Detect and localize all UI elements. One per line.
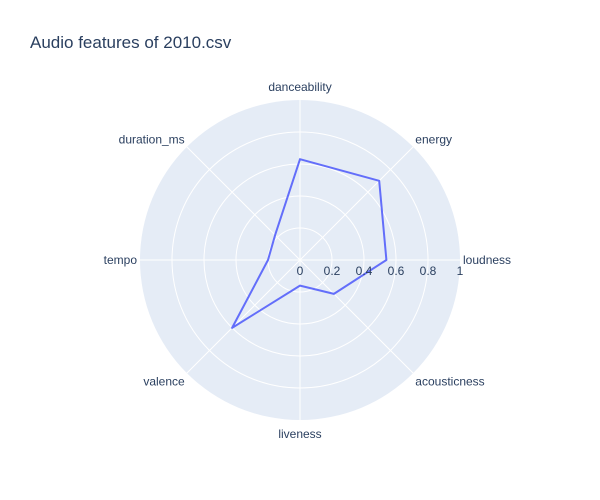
axis-label-energy: energy xyxy=(415,133,452,147)
grid-spoke xyxy=(186,146,301,261)
grid-spoke xyxy=(299,259,414,374)
grid-spoke xyxy=(186,259,301,374)
grid-spoke xyxy=(299,146,414,261)
tick-labels: 0 0.2 0.4 0.6 0.8 1 xyxy=(297,264,464,278)
axis-labels: loudness energy danceability duration_mstem… xyxy=(104,80,511,441)
radial-tick-label: 0.4 xyxy=(356,264,373,278)
axis-label-loudness: loudness xyxy=(463,253,511,267)
axis-label-danceability: danceability xyxy=(268,80,331,94)
grid-spokes xyxy=(140,100,460,420)
radial-tick-label: 0.2 xyxy=(324,264,341,278)
radial-tick-label: 0.8 xyxy=(420,264,437,278)
radial-tick-label: 0.6 xyxy=(388,264,405,278)
axis-label-liveness: liveness xyxy=(278,427,321,441)
radial-tick-label: 1 xyxy=(457,264,464,278)
axis-label-acousticness: acousticness xyxy=(415,374,484,388)
series-line xyxy=(231,158,388,329)
chart-title: Audio features of 2010.csv xyxy=(30,33,232,52)
axis-label-valence: valence xyxy=(143,374,185,388)
axis-label-duration-ms: duration_ms xyxy=(119,133,185,147)
axis-label-tempo: tempo xyxy=(104,253,138,267)
radial-tick-label: 0 xyxy=(297,264,304,278)
